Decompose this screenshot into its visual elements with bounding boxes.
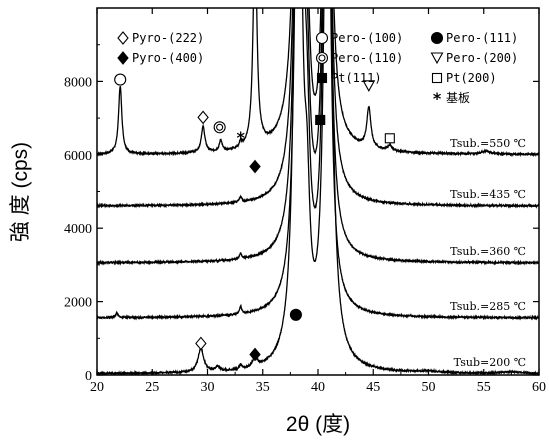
- legend-label: Pt(200): [446, 71, 497, 85]
- legend-item: Pero-(200): [430, 51, 518, 65]
- peak-marker-asterisk: *: [236, 128, 245, 147]
- legend-item: Pyro-(222): [117, 31, 204, 45]
- legend-item: * 基板: [433, 89, 470, 108]
- peak-marker-circle-filled: [289, 308, 302, 321]
- legend-label: Pero-(110): [331, 51, 403, 65]
- series-label: Tsub.=285 ℃: [450, 300, 526, 313]
- x-tick-label: 20: [90, 380, 104, 395]
- marker-group: *: [114, 73, 395, 362]
- legend-item: Pero-(110): [315, 51, 403, 65]
- y-axis-title: 強 度 (cps): [9, 142, 32, 242]
- legend-marker-diamond-open: [117, 31, 129, 45]
- x-tick-label: 40: [311, 380, 325, 395]
- legend-marker-square-filled: [316, 72, 328, 84]
- series-line-3: [97, 8, 539, 321]
- series-line-4: [97, 8, 539, 375]
- legend-label: Pyro-(400): [132, 51, 204, 65]
- peak-marker-diamond-filled: [249, 347, 261, 362]
- legend-item: Pero-(100): [315, 31, 403, 45]
- legend-marker-square-open: [431, 72, 443, 84]
- peak-marker-double-circle: [213, 121, 226, 134]
- legend-marker-triangle-down-open: [430, 52, 444, 65]
- peak-marker-square-filled: [315, 114, 326, 125]
- x-axis-title: 2θ (度): [286, 413, 350, 436]
- y-tick-label: 4000: [64, 222, 92, 237]
- svg-text:*: *: [236, 128, 245, 147]
- x-axis-ticks: 20 25 30 35 40 45 50 55 60: [90, 8, 546, 395]
- peak-marker-triangle-down-open: [362, 80, 376, 92]
- legend-item: Pt(200): [431, 71, 497, 85]
- legend-item: Pt(111): [316, 71, 382, 85]
- legend-marker-double-circle: [315, 51, 329, 65]
- legend-label: Pyro-(222): [132, 31, 204, 45]
- peak-marker-circle-open: [114, 73, 127, 86]
- series-line-2: [97, 8, 539, 266]
- series-label: Tsub.=550 ℃: [450, 137, 526, 150]
- series-label: Tsub.=435 ℃: [450, 188, 526, 201]
- series-label: Tsub=200 ℃: [454, 356, 526, 369]
- series-label: Tsub.=360 ℃: [450, 245, 526, 258]
- legend-item: Pyro-(400): [117, 51, 204, 65]
- legend: Pyro-(222) Pyro-(400) Pero-(100) Pero-(110)…: [117, 31, 518, 108]
- legend-marker-diamond-filled: [117, 51, 129, 65]
- y-tick-label: 8000: [64, 75, 92, 90]
- x-tick-label: 55: [477, 380, 491, 395]
- x-tick-label: 50: [422, 380, 436, 395]
- legend-label: Pero-(100): [331, 31, 403, 45]
- x-tick-label: 30: [201, 380, 215, 395]
- legend-marker-circle-filled: [430, 31, 444, 45]
- legend-label: 基板: [446, 91, 470, 105]
- legend-label: Pt(111): [331, 71, 382, 85]
- y-axis-ticks: 0 2000 4000 6000 8000: [64, 44, 539, 384]
- legend-label: Pero-(200): [446, 51, 518, 65]
- x-tick-label: 35: [256, 380, 270, 395]
- peak-marker-diamond-filled: [249, 159, 261, 174]
- y-tick-label: 0: [85, 369, 92, 384]
- legend-item: Pero-(111): [430, 31, 518, 45]
- peak-marker-diamond-open: [197, 110, 209, 125]
- x-tick-label: 25: [145, 380, 159, 395]
- legend-marker-circle-open: [315, 31, 329, 45]
- x-tick-label: 60: [532, 380, 546, 395]
- svg-text:*: *: [433, 89, 442, 108]
- series-line-0: [97, 8, 539, 158]
- peak-marker-square-open: [384, 133, 395, 144]
- x-tick-label: 45: [366, 380, 380, 395]
- legend-marker-asterisk: *: [433, 89, 442, 108]
- peak-marker-diamond-open: [195, 336, 207, 351]
- legend-label: Pero-(111): [446, 31, 518, 45]
- series-label-group: Tsub.=550 ℃ Tsub.=435 ℃ Tsub.=360 ℃ Tsub.=2…: [450, 137, 526, 369]
- y-tick-label: 2000: [64, 296, 92, 311]
- y-tick-label: 6000: [64, 149, 92, 164]
